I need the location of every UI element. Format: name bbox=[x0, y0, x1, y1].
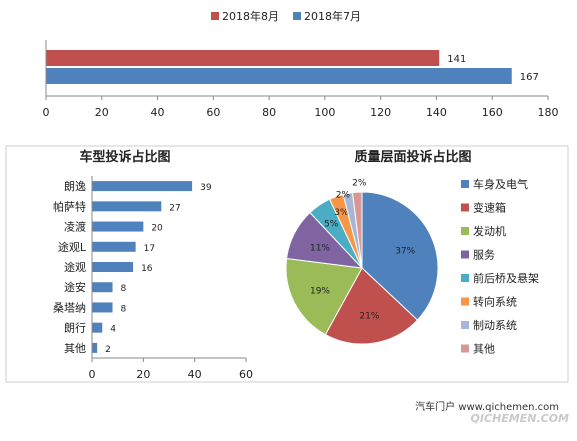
x-tick-label-7: 140 bbox=[426, 106, 447, 119]
pie-legend-swatch-1 bbox=[461, 203, 469, 212]
x-tick-label-2: 40 bbox=[151, 106, 165, 119]
x-tick-label-9: 180 bbox=[538, 106, 559, 119]
pie-legend-label-4: 前后桥及悬架 bbox=[473, 271, 539, 285]
pie-legend-label-7: 其他 bbox=[473, 343, 495, 356]
model-category-label-2: 凌渡 bbox=[64, 220, 86, 234]
pie-slice-label-2: 19% bbox=[310, 286, 330, 296]
model-bar-1 bbox=[92, 201, 162, 212]
x-tick-label-4: 80 bbox=[262, 106, 276, 119]
pie-legend-label-1: 变速箱 bbox=[473, 201, 506, 215]
bar-label-1: 167 bbox=[520, 72, 539, 83]
model-bar-label-5: 8 bbox=[121, 284, 127, 294]
model-bar-6 bbox=[92, 302, 113, 313]
model-bar-label-2: 20 bbox=[151, 224, 163, 234]
pie-legend-label-3: 服务 bbox=[473, 249, 495, 262]
x-tick-label-8: 160 bbox=[482, 106, 503, 119]
model-category-label-1: 帕萨特 bbox=[53, 199, 86, 213]
footer-source: 汽车门户 www.qichemen.com bbox=[415, 402, 559, 413]
lower-frame bbox=[5, 145, 569, 383]
pie-chart-title: 质量层面投诉占比图 bbox=[354, 149, 471, 165]
legend-label-0: 2018年8月 bbox=[222, 9, 279, 23]
pie-slice-label-6: 2% bbox=[336, 190, 351, 200]
pie-legend-swatch-7 bbox=[461, 344, 469, 353]
pie-slice-label-7: 2% bbox=[352, 179, 367, 189]
x-tick-label-3: 60 bbox=[206, 106, 220, 119]
x-tick-label-0: 0 bbox=[43, 106, 50, 119]
model-bar-label-1: 27 bbox=[169, 203, 180, 213]
model-x-tick-label-2: 40 bbox=[188, 368, 202, 381]
model-bar-label-4: 16 bbox=[141, 264, 153, 274]
model-bar-5 bbox=[92, 282, 113, 293]
pie-legend-swatch-2 bbox=[461, 227, 469, 235]
bar-1 bbox=[46, 68, 512, 84]
pie-legend-label-6: 制动系统 bbox=[473, 319, 517, 332]
pie-slice-label-5: 3% bbox=[334, 208, 349, 218]
pie-legend-swatch-0 bbox=[461, 180, 469, 188]
pie-slice-label-1: 21% bbox=[359, 312, 379, 322]
model-bar-label-3: 17 bbox=[144, 244, 155, 254]
model-category-label-6: 桑塔纳 bbox=[53, 301, 86, 314]
model-bar-0 bbox=[92, 181, 193, 192]
model-category-label-0: 朗逸 bbox=[64, 180, 86, 193]
model-category-label-3: 途观L bbox=[58, 240, 87, 254]
pie-slice-0 bbox=[361, 191, 439, 321]
legend-swatch-0 bbox=[211, 12, 219, 20]
pie-legend-swatch-6 bbox=[461, 321, 469, 329]
model-bar-4 bbox=[92, 262, 134, 272]
model-bar-7 bbox=[92, 322, 103, 333]
model-chart-title: 车型投诉占比图 bbox=[79, 149, 170, 165]
model-bar-label-7: 4 bbox=[110, 325, 116, 335]
pie-legend-label-5: 转向系统 bbox=[473, 295, 517, 309]
x-tick-label-1: 20 bbox=[95, 106, 109, 119]
model-bar-3 bbox=[92, 241, 136, 252]
pie-legend-swatch-3 bbox=[461, 250, 469, 259]
pie-legend-label-0: 车身及电气 bbox=[473, 177, 528, 191]
pie-legend-label-2: 发动机 bbox=[473, 224, 506, 238]
model-category-label-8: 其他 bbox=[64, 342, 86, 355]
pie-legend-swatch-4 bbox=[461, 274, 469, 282]
model-bar-8 bbox=[92, 342, 98, 353]
model-x-tick-label-0: 0 bbox=[89, 368, 96, 381]
model-category-label-5: 途安 bbox=[64, 280, 86, 294]
model-bar-2 bbox=[92, 221, 144, 232]
model-category-label-7: 朗行 bbox=[64, 322, 86, 335]
model-bar-label-0: 39 bbox=[200, 183, 212, 193]
pie-slice-1 bbox=[324, 267, 419, 345]
watermark: QICHEMEN.COM bbox=[470, 412, 569, 425]
model-bar-label-6: 8 bbox=[121, 304, 127, 314]
model-x-tick-label-1: 20 bbox=[136, 368, 150, 381]
model-bar-label-8: 2 bbox=[105, 345, 111, 355]
bar-label-0: 141 bbox=[447, 54, 466, 65]
pie-slice-7 bbox=[351, 191, 363, 269]
x-tick-label-5: 100 bbox=[314, 106, 335, 119]
legend-swatch-1 bbox=[293, 12, 301, 20]
pie-slice-label-3: 11% bbox=[310, 244, 330, 254]
pie-slice-label-4: 5% bbox=[324, 220, 339, 230]
pie-legend-swatch-5 bbox=[461, 297, 469, 306]
model-category-label-4: 途观 bbox=[64, 260, 86, 274]
pie-slice-2 bbox=[285, 257, 363, 336]
model-x-tick-label-3: 60 bbox=[239, 368, 253, 381]
bar-0 bbox=[46, 50, 440, 66]
x-tick-label-6: 120 bbox=[370, 106, 391, 119]
pie-slice-label-0: 37% bbox=[395, 246, 415, 256]
legend-label-1: 2018年7月 bbox=[304, 9, 361, 23]
